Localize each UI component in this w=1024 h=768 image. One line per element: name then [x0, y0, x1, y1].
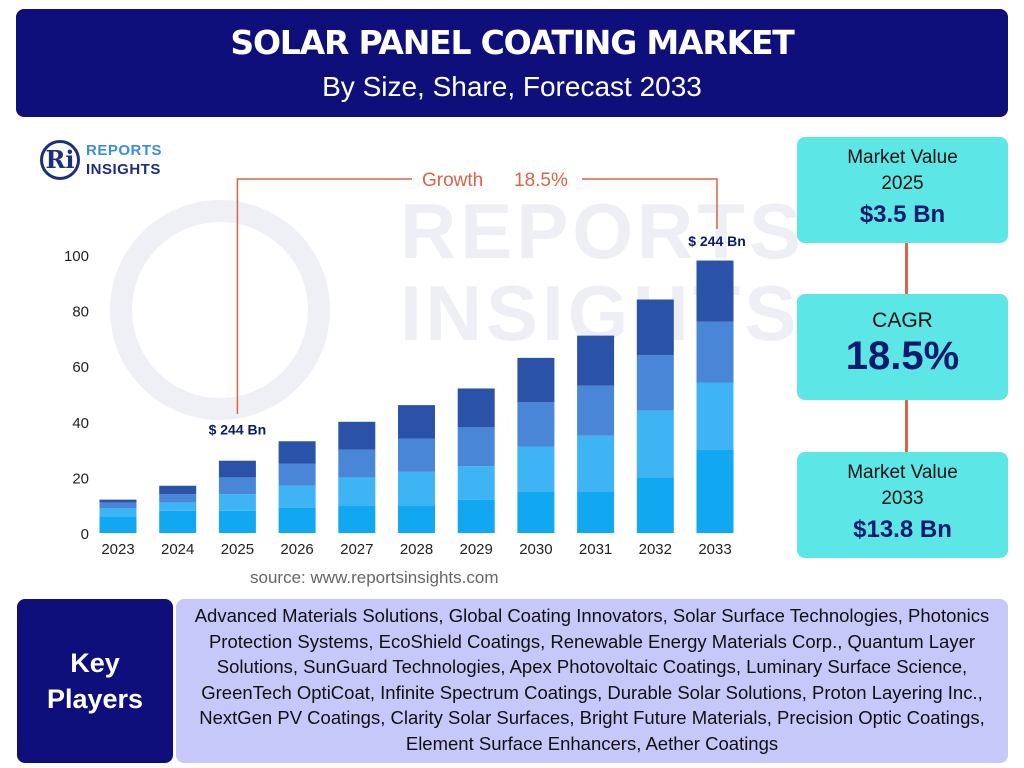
bar-segment: [218, 494, 256, 511]
bar-segment: [99, 507, 137, 517]
bar-segment: [577, 335, 615, 386]
logo-text-reports: REPORTS: [86, 142, 163, 159]
bar-segment: [338, 449, 376, 478]
market-value-2033-label: Market Value 2033: [847, 462, 958, 509]
y-tick-label: 100: [64, 248, 89, 265]
market-value-2033-card: Market Value 2033 $13.8 Bn: [797, 452, 1008, 558]
bar-segment: [218, 460, 256, 478]
market-value-2025-card: Market Value 2025 $3.5 Bn: [797, 137, 1008, 243]
bar-segment: [457, 388, 495, 428]
bar-segment: [159, 485, 197, 495]
bar-segment: [398, 438, 435, 472]
growth-label: Growth: [422, 170, 483, 191]
y-tick-label: 40: [72, 415, 89, 432]
x-tick-label: 2032: [639, 541, 672, 558]
page-subtitle: By Size, Share, Forecast 2033: [322, 71, 702, 102]
bar-segment: [577, 491, 615, 533]
source-note: source: www.reportsinsights.com: [250, 568, 499, 587]
bar-segment: [398, 505, 435, 533]
bar-segment: [696, 260, 734, 322]
x-tick-label: 2030: [519, 541, 552, 558]
connector-line-top: [905, 243, 908, 294]
x-tick-label: 2028: [400, 541, 433, 558]
x-tick-label: 2031: [579, 541, 612, 558]
bar-segment: [218, 510, 256, 533]
bar-segment: [338, 505, 376, 533]
logo-mark-icon: Ri: [40, 140, 80, 180]
bar-segment: [577, 435, 615, 492]
logo-text-insights: INSIGHTS: [86, 161, 161, 178]
stacked-bar-chart: 0 20 40 60 80 100 2023 2024 2025 2026 2027 2028 2029…: [64, 170, 746, 558]
start-value-label: $ 244 Bn: [209, 422, 267, 438]
cagr-card: CAGR 18.5%: [797, 294, 1008, 400]
y-tick-label: 80: [72, 304, 89, 321]
bar-segment: [457, 499, 495, 533]
key-players-label-text: Key Players: [46, 648, 144, 714]
bar-segment: [159, 494, 197, 503]
page-title: SOLAR PANEL COATING MARKET: [230, 23, 794, 62]
bar-segment: [338, 421, 376, 450]
title-banner: SOLAR PANEL COATING MARKET By Size, Shar…: [16, 9, 1008, 117]
bar-segment: [696, 321, 734, 383]
y-tick-label: 20: [72, 470, 89, 487]
end-value-label: $ 244 Bn: [688, 233, 746, 249]
growth-value: 18.5%: [514, 170, 568, 191]
market-value-2025-label: Market Value 2025: [847, 147, 958, 194]
bar-segment: [278, 507, 316, 533]
growth-bracket-right: [582, 178, 718, 229]
key-players-label: Key Players: [17, 599, 173, 763]
bar-segment: [398, 471, 435, 506]
bar-segment: [457, 466, 495, 500]
x-tick-label: 2024: [161, 541, 194, 558]
bar-segment: [159, 510, 197, 533]
bar-segment: [398, 405, 435, 439]
connector-line-bottom: [905, 400, 908, 452]
x-tick-label: 2029: [460, 541, 493, 558]
bar-segment: [457, 427, 495, 467]
cagr-value: 18.5%: [845, 334, 960, 378]
bar-segment: [517, 357, 555, 403]
key-players-list: Advanced Materials Solutions, Global Coa…: [176, 599, 1008, 763]
bar-segment: [696, 382, 734, 450]
bar-segment: [159, 502, 197, 511]
bar-segment: [636, 477, 674, 533]
bar-segment: [636, 410, 674, 478]
x-tick-label: 2033: [698, 541, 731, 558]
bar-segment: [517, 402, 555, 447]
reports-insights-logo: Ri REPORTS INSIGHTS: [40, 140, 200, 184]
bar-segment: [99, 502, 137, 508]
y-tick-label: 0: [81, 526, 89, 543]
bar-segment: [517, 446, 555, 492]
market-value-2025-value: $3.5 Bn: [859, 201, 946, 228]
bar-segment: [218, 477, 256, 495]
x-tick-label: 2025: [221, 541, 254, 558]
bar-segment: [577, 385, 615, 436]
bar-segment: [278, 441, 316, 464]
bar-segment: [99, 499, 137, 503]
bar-segment: [338, 477, 376, 506]
bar-segment: [696, 449, 734, 533]
bar-segment: [99, 516, 137, 533]
cagr-label: CAGR: [872, 309, 933, 332]
x-tick-label: 2023: [101, 541, 134, 558]
x-tick-label: 2027: [340, 541, 373, 558]
bar-segment: [636, 299, 674, 356]
market-value-2033-value: $13.8 Bn: [853, 516, 952, 543]
y-tick-label: 60: [72, 359, 89, 376]
bar-segment: [636, 355, 674, 411]
x-tick-label: 2026: [280, 541, 313, 558]
growth-bracket-left: [236, 178, 412, 414]
bar-segment: [278, 463, 316, 486]
bar-segment: [278, 485, 316, 508]
bar-segment: [517, 491, 555, 533]
